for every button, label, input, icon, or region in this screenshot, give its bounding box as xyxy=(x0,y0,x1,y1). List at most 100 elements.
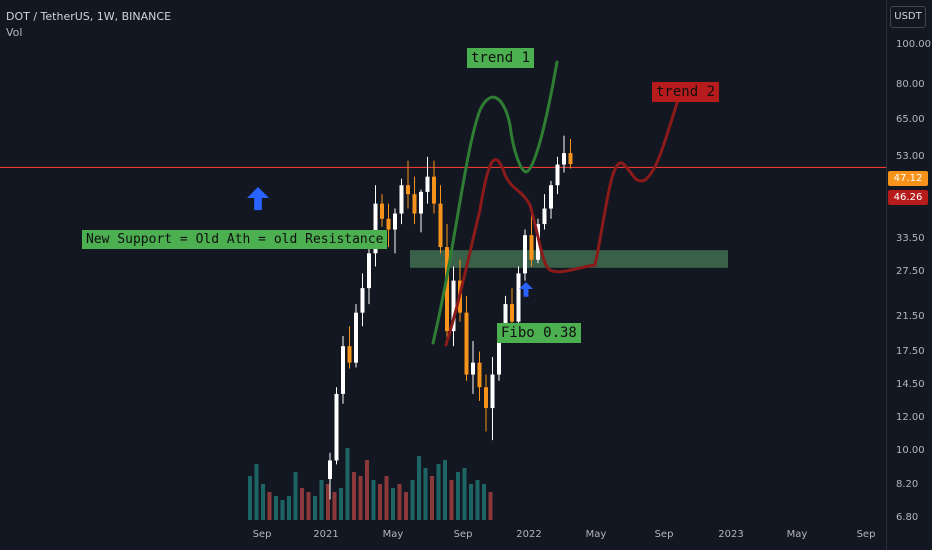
candle-body xyxy=(334,393,339,461)
candle-body xyxy=(341,346,345,394)
candle-body xyxy=(516,273,521,322)
price-tick-label: 8.20 xyxy=(896,479,919,490)
volume-bar xyxy=(339,488,343,520)
trend2-annotation[interactable]: trend 2 xyxy=(652,82,720,102)
volume-bar xyxy=(300,488,304,520)
time-tick-label: 2021 xyxy=(313,529,339,540)
new-support-annotation[interactable]: New Support = Old Ath = old Resistance xyxy=(82,230,388,249)
support-arrow xyxy=(247,187,269,211)
volume-bar xyxy=(469,484,473,520)
arrow-up-icon xyxy=(247,187,269,211)
volume-bar xyxy=(352,472,356,520)
price-tick-label: 100.00 xyxy=(896,39,931,50)
trend1-annotation[interactable]: trend 1 xyxy=(467,48,535,68)
price-tick-label: 53.00 xyxy=(896,151,925,162)
volume-bar xyxy=(248,476,252,520)
price-tick-label: 65.00 xyxy=(896,114,925,125)
price-tick-label: 33.50 xyxy=(896,233,925,244)
volume-bar xyxy=(417,456,421,520)
chart-canvas[interactable] xyxy=(0,0,886,520)
candle-body xyxy=(412,194,417,214)
volume-indicator-label[interactable]: Vol xyxy=(6,26,23,39)
volume-bar xyxy=(345,448,350,520)
candle-body xyxy=(399,185,404,214)
time-tick-label: Sep xyxy=(453,529,473,540)
volume-bar xyxy=(332,492,337,520)
volume-bar xyxy=(482,484,486,520)
volume-bar xyxy=(391,488,395,520)
price-tick-label: 12.00 xyxy=(896,412,925,423)
price-tick-label: 10.00 xyxy=(896,445,925,456)
candle-body xyxy=(542,208,547,225)
time-tick-label: 2022 xyxy=(516,529,542,540)
time-tick-label: 2023 xyxy=(718,529,744,540)
time-tick-label: Sep xyxy=(856,529,876,540)
trend1-path xyxy=(431,60,559,345)
price-tick-label: 6.80 xyxy=(896,512,919,523)
volume-bar xyxy=(384,476,389,520)
candle-body xyxy=(425,176,430,192)
currency-badge[interactable]: USDT xyxy=(890,6,926,28)
time-tick-label: Sep xyxy=(654,529,674,540)
candle-body xyxy=(464,312,469,375)
volume-bar xyxy=(436,464,441,520)
volume-bar xyxy=(488,492,493,520)
candle-body xyxy=(360,288,365,313)
candle-body xyxy=(549,185,553,209)
volume-bar xyxy=(371,480,376,520)
candle-body xyxy=(354,312,358,363)
fibo-annotation[interactable]: Fibo 0.38 xyxy=(497,323,581,343)
candle-body xyxy=(568,153,573,165)
candle-body xyxy=(503,304,508,336)
volume-bar xyxy=(365,460,369,520)
volume-bar xyxy=(378,484,382,520)
volume-bar xyxy=(456,472,460,520)
volume-bar xyxy=(261,484,265,520)
volume-bar xyxy=(443,460,447,520)
candle-body xyxy=(380,203,384,219)
candle-body xyxy=(529,235,534,260)
volume-bar xyxy=(404,492,408,520)
time-tick-label: Sep xyxy=(252,529,272,540)
candle-body xyxy=(419,191,423,214)
volume-bar xyxy=(462,468,467,520)
candle-body xyxy=(432,176,436,204)
candle-body xyxy=(490,374,495,409)
candle-body xyxy=(562,153,566,165)
trend2-path xyxy=(444,98,680,347)
candle-body xyxy=(328,460,332,479)
fibo-zone xyxy=(410,250,728,268)
price-tick-label: 27.50 xyxy=(896,266,925,277)
arrow-up-icon xyxy=(519,282,533,297)
candle-body xyxy=(471,362,475,375)
volume-bar xyxy=(410,480,415,520)
candle-body xyxy=(477,362,482,388)
time-tick-label: May xyxy=(585,529,607,540)
volume-bar xyxy=(293,472,298,520)
price-tick-label: 14.50 xyxy=(896,379,925,390)
candle-body xyxy=(347,346,352,363)
candle-body xyxy=(438,203,443,248)
candle-body xyxy=(386,218,391,230)
candle-body xyxy=(445,247,449,332)
volume-bar xyxy=(430,476,434,520)
fibo-arrow xyxy=(519,282,533,297)
chart-pane[interactable]: DOT / TetherUS, 1W, BINANCE Vol New Supp… xyxy=(0,0,886,520)
volume-bar xyxy=(397,484,402,520)
candle-body xyxy=(406,185,410,195)
volume-bar xyxy=(313,496,317,520)
volume-bar xyxy=(280,500,285,520)
volume-bar xyxy=(254,464,259,520)
volume-bar xyxy=(326,484,330,520)
candle-body xyxy=(484,387,488,409)
volume-bar xyxy=(358,476,363,520)
volume-bar xyxy=(274,496,278,520)
price-scale[interactable] xyxy=(886,0,932,550)
candle-body xyxy=(555,164,560,186)
price-tick-label: 80.00 xyxy=(896,79,925,90)
volume-bar xyxy=(449,480,454,520)
candle-body xyxy=(497,335,501,375)
symbol-title: DOT / TetherUS, 1W, BINANCE xyxy=(6,10,172,23)
volume-bar xyxy=(423,468,428,520)
volume-bar xyxy=(267,492,272,520)
